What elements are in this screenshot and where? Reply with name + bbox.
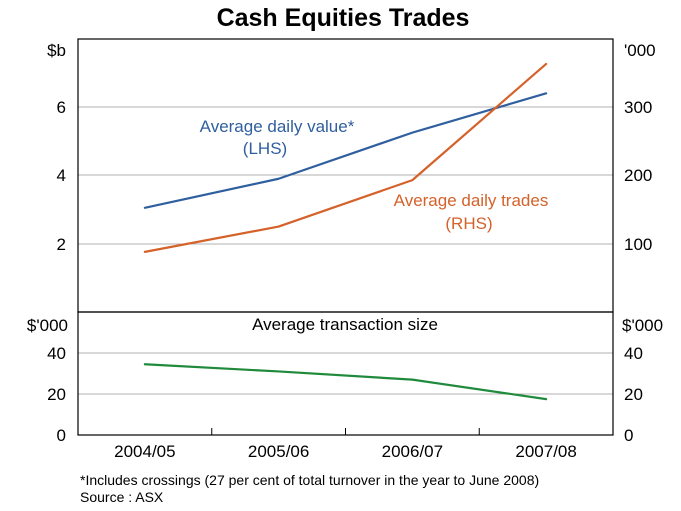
bottom-left-unit: $'000 xyxy=(27,316,68,335)
top-right-tick-100: 100 xyxy=(624,235,652,254)
series-note-rhs: (RHS) xyxy=(445,214,492,233)
bottom-left-tick-20: 20 xyxy=(47,385,66,404)
series-line-average-daily-value xyxy=(143,92,548,209)
bottom-panel: $'000 $'000 Average transaction size 40 … xyxy=(27,315,663,445)
series-label-average-daily-trades: Average daily trades xyxy=(394,191,549,210)
top-panel: $b '000 6 4 2 300 200 100 Average daily … xyxy=(47,41,656,254)
category-label-2004-05: 2004/05 xyxy=(114,442,175,461)
chart-title: Cash Equities Trades xyxy=(217,4,470,32)
series-line-average-transaction-size xyxy=(143,363,548,401)
category-label-2006-07: 2006/07 xyxy=(382,442,443,461)
bottom-left-tick-40: 40 xyxy=(47,344,66,363)
bottom-right-unit: $'000 xyxy=(622,316,663,335)
top-right-tick-300: 300 xyxy=(624,98,652,117)
bottom-right-tick-0: 0 xyxy=(624,426,633,445)
bottom-right-tick-20: 20 xyxy=(624,385,643,404)
series-line-average-daily-trades xyxy=(143,62,548,253)
bottom-panel-title: Average transaction size xyxy=(252,315,438,334)
top-right-tick-200: 200 xyxy=(624,166,652,185)
source-note: Source : ASX xyxy=(80,489,164,505)
top-left-tick-4: 4 xyxy=(57,166,66,185)
top-left-tick-6: 6 xyxy=(57,98,66,117)
category-label-2007-08: 2007/08 xyxy=(515,442,576,461)
top-right-unit: '000 xyxy=(624,41,656,60)
footnote: *Includes crossings (27 per cent of tota… xyxy=(80,472,539,488)
category-tick-marks xyxy=(211,428,480,435)
bottom-right-tick-40: 40 xyxy=(624,344,643,363)
top-left-unit: $b xyxy=(47,41,66,60)
series-label-average-daily-value: Average daily value* xyxy=(200,117,355,136)
bottom-left-tick-0: 0 xyxy=(57,426,66,445)
category-label-2005-06: 2005/06 xyxy=(248,442,309,461)
top-left-tick-2: 2 xyxy=(57,235,66,254)
series-note-lhs: (LHS) xyxy=(243,139,287,158)
